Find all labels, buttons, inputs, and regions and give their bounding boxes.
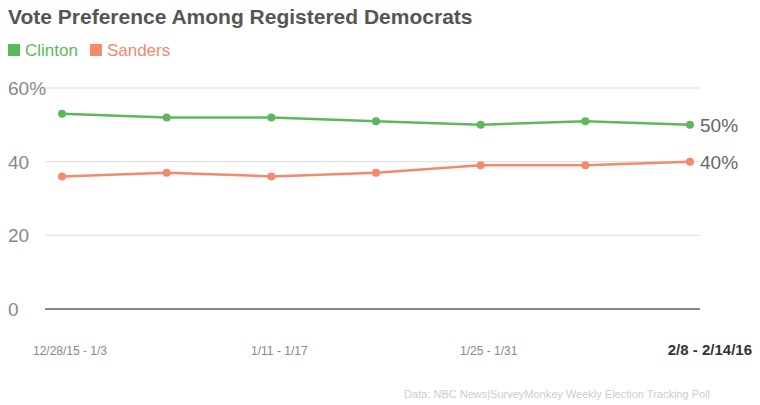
point (477, 161, 485, 169)
legend-label: Sanders (107, 41, 170, 60)
point (372, 169, 380, 177)
legend-swatch (8, 44, 20, 56)
y-axis-line (45, 88, 46, 309)
series-line (62, 114, 690, 125)
legend-swatch (90, 44, 102, 56)
x-tick-label: 2/8 - 2/14/16 (668, 341, 752, 358)
y-tick-label: 0 (8, 299, 19, 320)
grid-line (45, 308, 700, 310)
point (686, 121, 694, 129)
legend-label: Clinton (25, 41, 78, 60)
point (267, 113, 275, 121)
point (163, 113, 171, 121)
grid-line (45, 161, 700, 162)
grid-line (45, 88, 700, 89)
x-tick-label: 12/28/15 - 1/3 (33, 344, 107, 358)
point (372, 117, 380, 125)
y-tick-label: 20 (8, 225, 29, 246)
x-tick-label: 1/11 - 1/17 (251, 344, 308, 358)
y-tick-label: 40 (8, 152, 29, 173)
x-tick-label: 1/25 - 1/31 (460, 344, 518, 358)
chart-container: Vote Preference Among Registered Democra… (0, 0, 760, 405)
point (686, 158, 694, 166)
title: Vote Preference Among Registered Democra… (8, 5, 472, 28)
end-label: 40% (700, 152, 738, 173)
point (163, 169, 171, 177)
plot-area (58, 110, 694, 181)
point (581, 117, 589, 125)
grid-line (45, 235, 700, 236)
series-line (62, 162, 690, 177)
point (58, 172, 66, 180)
chart-svg: Vote Preference Among Registered Democra… (0, 0, 760, 405)
point (267, 172, 275, 180)
y-tick-label: 60% (8, 78, 46, 99)
point (581, 161, 589, 169)
point (58, 110, 66, 118)
end-label: 50% (700, 115, 738, 136)
source: Data: NBC News|SurveyMonkey Weekly Elect… (404, 388, 710, 400)
point (477, 121, 485, 129)
